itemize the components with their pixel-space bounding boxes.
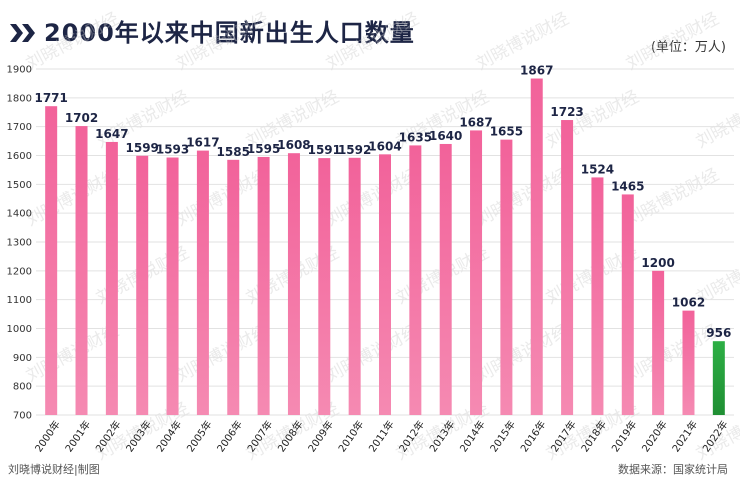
y-tick-label: 1800: [7, 93, 32, 104]
bar: [136, 155, 149, 415]
bar: [105, 141, 118, 415]
double-chevron-icon: [10, 24, 35, 42]
x-tick-label: 2005年: [184, 418, 215, 454]
y-tick-label: 1300: [7, 238, 32, 249]
y-tick-label: 1000: [7, 324, 32, 335]
x-tick-label: 2006年: [214, 418, 245, 454]
data-label: 1635: [399, 130, 432, 144]
y-axis: 700 800 900 1000 1100 1200 1300 1400 1500 1600 170…: [7, 65, 32, 422]
watermark: 刘晓博说财经: [173, 321, 272, 387]
data-label: 1592: [338, 143, 371, 157]
y-tick-label: 900: [13, 353, 32, 364]
bar: [45, 106, 58, 415]
credit-text: 刘晓博说财经|制图: [8, 463, 100, 476]
watermark: 刘晓博说财经: [623, 165, 722, 231]
bar: [652, 270, 665, 415]
data-labels: 1771 1702 16471599159316171585159516081591…: [34, 64, 731, 341]
data-label: 1591: [308, 143, 341, 157]
bar: [712, 341, 725, 415]
data-label: 1640: [429, 129, 462, 143]
watermark: 刘晓博说财经: [173, 165, 272, 231]
bar: [530, 78, 543, 415]
data-label: 1702: [65, 111, 98, 125]
data-label: 1524: [581, 162, 614, 176]
data-label: 1062: [672, 296, 705, 310]
y-tick-label: 1700: [7, 122, 32, 133]
x-tick-label: 2015年: [487, 418, 518, 454]
watermark: 刘晓博说财经: [323, 9, 422, 75]
data-label: 1599: [126, 141, 159, 155]
source-text: 数据来源：国家统计局: [618, 463, 728, 476]
data-label: 1595: [247, 142, 280, 156]
watermark: 刘晓博说财经: [623, 9, 722, 75]
y-tick-label: 1600: [7, 151, 32, 162]
bar: [439, 143, 452, 415]
bar: [287, 153, 300, 415]
data-label: 1608: [277, 138, 310, 152]
unit-label: (单位：万人): [650, 40, 726, 55]
bar: [196, 150, 209, 415]
data-label: 956: [706, 326, 731, 340]
watermark: 刘晓博说财经: [23, 9, 122, 75]
y-tick-label: 1200: [7, 266, 32, 277]
bar: [591, 177, 604, 415]
title-group: 2000年以来中国新出生人口数量: [10, 18, 415, 48]
bar: [348, 157, 361, 415]
data-label: 1687: [459, 115, 492, 129]
x-tick-label: 2001年: [62, 418, 93, 454]
y-tick-label: 1100: [7, 295, 32, 306]
data-label: 1647: [95, 127, 128, 141]
data-label: 1867: [520, 64, 553, 78]
watermark: 刘晓博说财经: [473, 165, 572, 231]
bar: [682, 310, 695, 415]
data-label: 1200: [641, 256, 674, 270]
watermark: 刘晓博说财经: [173, 9, 272, 75]
data-label: 1585: [217, 145, 250, 159]
bar: [379, 154, 391, 415]
watermark: 刘晓博说财经: [323, 165, 422, 231]
bar: [470, 130, 483, 416]
bar: [409, 145, 422, 416]
bar: [318, 158, 331, 415]
x-tick-label: 2020年: [639, 418, 670, 454]
watermark: 刘晓博说财经: [543, 87, 642, 153]
bar: [257, 156, 270, 416]
bar: [75, 126, 88, 415]
y-tick-label: 1900: [7, 65, 32, 76]
x-tick-label: 2010年: [335, 418, 366, 454]
data-label: 1617: [186, 136, 219, 150]
data-label: 1771: [34, 91, 67, 105]
y-tick-label: 1400: [7, 209, 32, 220]
bar: [227, 159, 240, 415]
data-label: 1723: [550, 105, 583, 119]
x-tick-label: 2011年: [366, 418, 397, 454]
y-tick-label: 1500: [7, 180, 32, 191]
data-label: 1465: [611, 179, 644, 193]
data-label: 1604: [368, 139, 401, 153]
data-label: 1593: [156, 143, 189, 157]
bar: [621, 194, 634, 415]
y-tick-label: 800: [13, 382, 32, 393]
y-tick-label: 700: [13, 411, 32, 422]
watermark: 刘晓博说财经: [693, 87, 740, 153]
bars: [45, 78, 725, 416]
chart-title: 2000年以来中国新出生人口数量: [44, 19, 415, 47]
bar: [166, 157, 179, 416]
bar: [561, 120, 574, 415]
watermark: 刘晓博说财经: [323, 321, 422, 387]
watermark: 刘晓博说财经: [473, 321, 572, 387]
data-label: 1655: [490, 125, 523, 139]
bar: [500, 139, 513, 415]
x-tick-label: 2000年: [32, 418, 63, 454]
